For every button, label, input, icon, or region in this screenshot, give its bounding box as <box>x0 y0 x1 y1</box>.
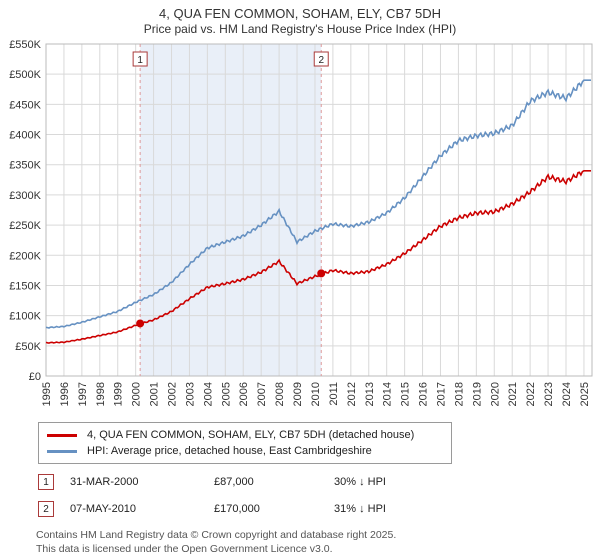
x-tick-label: 2016 <box>418 382 430 406</box>
sale-marker-box <box>313 51 329 67</box>
transaction-1-price: £87,000 <box>214 476 254 488</box>
x-tick-label: 1996 <box>59 382 71 406</box>
legend-item-property: 4, QUA FEN COMMON, SOHAM, ELY, CB7 5DH (… <box>47 427 443 443</box>
x-tick-label: 2008 <box>274 382 286 406</box>
x-tick-label: 2004 <box>202 382 214 406</box>
x-tick-label: 2015 <box>400 382 412 406</box>
license-footer: Contains HM Land Registry data © Crown c… <box>36 529 600 556</box>
transaction-row-1: 1 31-MAR-2000 £87,000 30% ↓ HPI <box>38 474 600 490</box>
transaction-2-marker: 2 <box>38 501 54 517</box>
legend: 4, QUA FEN COMMON, SOHAM, ELY, CB7 5DH (… <box>38 422 452 464</box>
y-tick-label: £0 <box>29 371 41 383</box>
legend-item-hpi: HPI: Average price, detached house, East… <box>47 443 443 459</box>
x-tick-label: 2011 <box>328 382 340 406</box>
x-tick-label: 2019 <box>471 382 483 406</box>
hpi-line <box>45 79 591 329</box>
svg-text:2: 2 <box>318 55 324 66</box>
legend-label-hpi: HPI: Average price, detached house, East… <box>87 445 372 457</box>
x-tick-label: 2012 <box>346 382 358 406</box>
transaction-2-price: £170,000 <box>214 503 260 515</box>
sale-marker-box <box>132 51 148 67</box>
transaction-row-2: 2 07-MAY-2010 £170,000 31% ↓ HPI <box>38 501 600 517</box>
x-tick-label: 2009 <box>292 382 304 406</box>
y-tick-label: £350K <box>9 160 41 172</box>
transaction-1-marker: 1 <box>38 474 54 490</box>
y-tick-label: £50K <box>15 341 41 353</box>
y-tick-label: £550K <box>9 39 41 51</box>
x-tick-label: 2021 <box>507 382 519 406</box>
footer-line-1: Contains HM Land Registry data © Crown c… <box>36 529 397 541</box>
page-subtitle: Price paid vs. HM Land Registry's House … <box>143 22 457 36</box>
y-tick-label: £100K <box>9 311 41 323</box>
svg-text:1: 1 <box>137 55 143 66</box>
transaction-1-date: 31-MAR-2000 <box>70 476 139 488</box>
sale-point-dot <box>317 269 326 278</box>
x-tick-label: 2013 <box>364 382 376 406</box>
x-tick-label: 2003 <box>184 382 196 406</box>
sale-point-dot <box>136 319 145 328</box>
x-tick-label: 2010 <box>310 382 322 406</box>
price-history-chart: £0 £50K £100K £150K £200K £250K £300K £350K £400… <box>9 39 593 406</box>
x-tick-label: 2005 <box>220 382 232 406</box>
sale-period-shading <box>140 44 322 376</box>
x-tick-label: 1998 <box>95 382 107 406</box>
x-tick-label: 2018 <box>453 382 465 406</box>
legend-label-property: 4, QUA FEN COMMON, SOHAM, ELY, CB7 5DH (… <box>87 429 415 441</box>
x-tick-label: 2017 <box>435 382 447 406</box>
y-tick-label: £200K <box>9 250 41 262</box>
blue-line-sample <box>47 449 77 453</box>
y-tick-label: £500K <box>9 69 41 81</box>
transaction-2-date: 07-MAY-2010 <box>70 503 137 515</box>
x-tick-label: 2002 <box>167 382 179 406</box>
x-tick-label: 2006 <box>238 382 250 406</box>
y-tick-label: £250K <box>9 220 41 232</box>
x-tick-label: 1999 <box>113 382 125 406</box>
page-title: 4, QUA FEN COMMON, SOHAM, ELY, CB7 5DH <box>159 6 441 21</box>
x-tick-label: 2007 <box>256 382 268 406</box>
property-price-line <box>45 170 591 344</box>
x-tick-label: 2024 <box>561 382 573 406</box>
transactions-list: 1 31-MAR-2000 £87,000 30% ↓ HPI 2 07-MAY… <box>38 474 600 517</box>
x-tick-label: 2022 <box>525 382 537 406</box>
x-tick-label: 2020 <box>489 382 501 406</box>
x-tick-label: 1995 <box>41 382 53 406</box>
red-line-sample <box>47 433 77 437</box>
y-tick-label: £450K <box>9 99 41 111</box>
transaction-2-vs-hpi: 31% ↓ HPI <box>334 503 386 515</box>
x-tick-label: 2001 <box>149 382 161 406</box>
x-tick-label: 2000 <box>131 382 143 406</box>
y-tick-label: £300K <box>9 190 41 202</box>
x-tick-label: 1997 <box>77 382 89 406</box>
x-tick-label: 2025 <box>579 382 591 406</box>
y-tick-label: £400K <box>9 130 41 142</box>
footer-line-2: This data is licensed under the Open Gov… <box>36 542 333 555</box>
transaction-1-vs-hpi: 30% ↓ HPI <box>334 476 386 488</box>
x-tick-label: 2014 <box>382 382 394 406</box>
x-tick-label: 2023 <box>543 382 555 406</box>
y-tick-label: £150K <box>9 280 41 292</box>
